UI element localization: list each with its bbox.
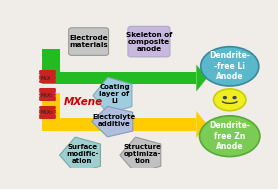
Text: MXene: MXene — [64, 97, 103, 107]
Polygon shape — [42, 119, 196, 131]
Text: Electrolyte
additive: Electrolyte additive — [93, 114, 136, 127]
Text: Skeleton of
composite
anode: Skeleton of composite anode — [126, 32, 172, 52]
Polygon shape — [196, 111, 207, 138]
Polygon shape — [59, 137, 100, 173]
Circle shape — [224, 97, 226, 99]
Polygon shape — [42, 49, 60, 78]
Text: Structure
optimiza-
tion: Structure optimiza- tion — [123, 144, 162, 164]
FancyBboxPatch shape — [69, 28, 108, 55]
Circle shape — [233, 97, 236, 99]
Text: Electrode
materials: Electrode materials — [69, 35, 108, 48]
Text: M₂X: M₂X — [41, 76, 51, 81]
Text: Coating
layer of
Li: Coating layer of Li — [99, 84, 130, 105]
Polygon shape — [92, 106, 133, 137]
Text: M₃X₂: M₃X₂ — [41, 93, 54, 98]
Circle shape — [214, 89, 246, 111]
Text: Dendrite-
-free Li
Anode: Dendrite- -free Li Anode — [209, 51, 250, 81]
FancyBboxPatch shape — [128, 26, 170, 57]
Text: M₄X₃: M₄X₃ — [41, 110, 54, 115]
Text: Surface
modific-
ation: Surface modific- ation — [66, 144, 98, 164]
Circle shape — [201, 47, 259, 86]
Polygon shape — [93, 77, 132, 113]
Polygon shape — [196, 64, 207, 91]
Circle shape — [200, 116, 260, 156]
Polygon shape — [42, 72, 196, 84]
Polygon shape — [42, 93, 60, 125]
Polygon shape — [120, 137, 161, 173]
Text: Dendrite-
free Zn
Anode: Dendrite- free Zn Anode — [209, 121, 250, 151]
